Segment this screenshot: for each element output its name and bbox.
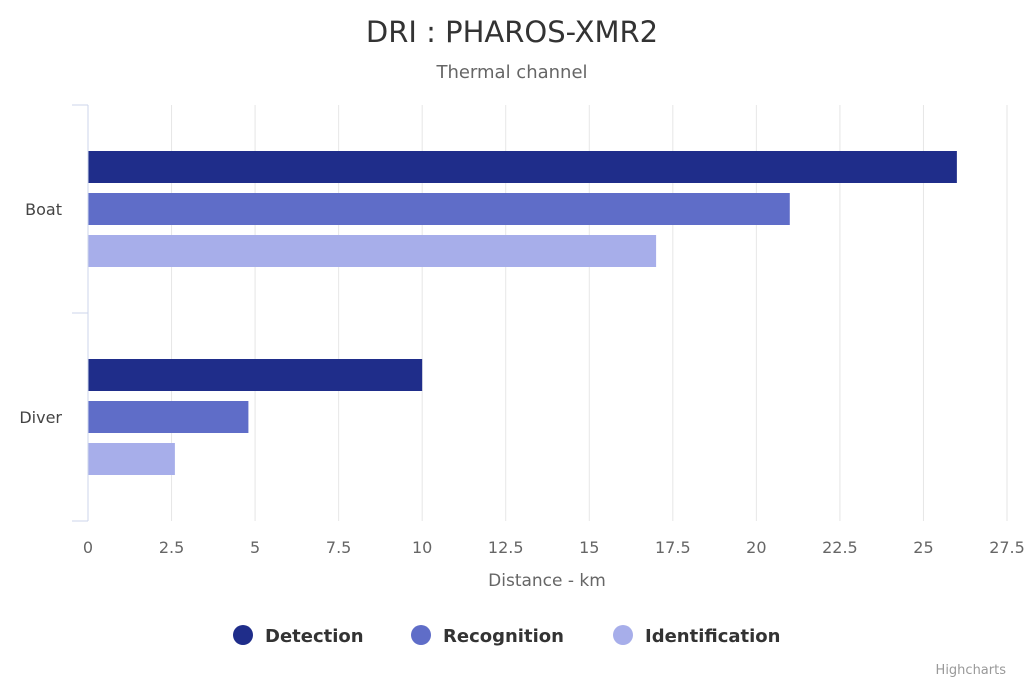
credits-link[interactable]: Highcharts bbox=[936, 663, 1007, 678]
bar-recognition-diver[interactable] bbox=[88, 401, 249, 433]
bar-recognition-boat[interactable] bbox=[88, 193, 790, 225]
legend-item-detection[interactable]: Detection bbox=[265, 626, 364, 647]
x-tick-label: 2.5 bbox=[159, 538, 184, 557]
x-tick-label: 10 bbox=[412, 538, 432, 557]
x-tick-label: 7.5 bbox=[326, 538, 351, 557]
bar-detection-diver[interactable] bbox=[88, 359, 423, 391]
x-tick-label: 27.5 bbox=[989, 538, 1024, 557]
x-tick-label: 20 bbox=[746, 538, 766, 557]
legend-marker[interactable] bbox=[233, 625, 253, 645]
bar-identification-boat[interactable] bbox=[88, 235, 657, 267]
chart-subtitle: Thermal channel bbox=[435, 62, 587, 83]
x-tick-label: 25 bbox=[913, 538, 933, 557]
legend-item-identification[interactable]: Identification bbox=[645, 626, 781, 647]
legend-marker[interactable] bbox=[613, 625, 633, 645]
bars-group bbox=[88, 151, 957, 475]
x-tick-label: 12.5 bbox=[488, 538, 524, 557]
x-tick-label: 0 bbox=[83, 538, 93, 557]
x-tick-label: 22.5 bbox=[822, 538, 858, 557]
legend-marker[interactable] bbox=[411, 625, 431, 645]
category-label: Diver bbox=[19, 408, 62, 427]
chart-title: DRI : PHAROS-XMR2 bbox=[366, 15, 658, 49]
value-axis-ticks: 0 2.5 5 7.5 10 12.5 15 17.5 20 22.5 25 27.5 bbox=[83, 538, 1024, 557]
x-tick-label: 15 bbox=[579, 538, 599, 557]
x-tick-label: 17.5 bbox=[655, 538, 691, 557]
category-axis: Boat Diver bbox=[19, 104, 89, 522]
category-label: Boat bbox=[25, 200, 62, 219]
legend-item-recognition[interactable]: Recognition bbox=[443, 626, 564, 647]
x-axis-title: Distance - km bbox=[488, 571, 606, 591]
legend: Detection Recognition Identification bbox=[233, 625, 781, 647]
x-tick-label: 5 bbox=[250, 538, 260, 557]
bar-identification-diver[interactable] bbox=[88, 443, 175, 475]
bar-detection-boat[interactable] bbox=[88, 151, 957, 183]
